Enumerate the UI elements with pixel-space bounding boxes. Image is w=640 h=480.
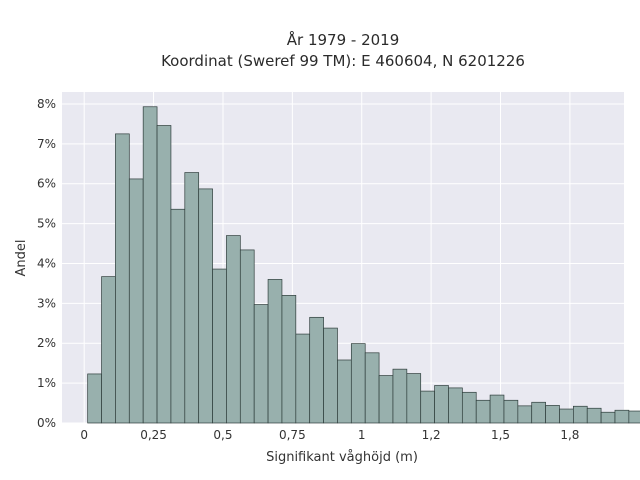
x-tick-label: 0 xyxy=(80,428,88,442)
histogram-bar xyxy=(614,409,630,424)
histogram-bar xyxy=(517,405,533,424)
chart-subtitle: Koordinat (Sweref 99 TM): E 460604, N 62… xyxy=(161,52,525,70)
y-tick-label: 5% xyxy=(37,217,56,231)
x-tick-label: 0,75 xyxy=(279,428,306,442)
histogram-bar xyxy=(531,401,546,424)
x-tick-label: 1,8 xyxy=(560,428,579,442)
histogram-bar xyxy=(198,188,213,424)
histogram-bar xyxy=(337,359,352,424)
x-tick-label: 1,2 xyxy=(422,428,441,442)
y-axis-ticks: 0% 1% 2% 3% 4% 5% 6% 7% 8% xyxy=(37,97,56,430)
y-tick-label: 0% xyxy=(37,416,56,430)
histogram-bar xyxy=(475,399,491,424)
histogram-bar xyxy=(226,235,241,424)
histogram-bar xyxy=(115,133,130,424)
histogram-bar xyxy=(364,352,380,424)
histogram-bar xyxy=(489,394,505,424)
histogram-bar xyxy=(184,172,200,424)
histogram-bars xyxy=(87,106,640,424)
y-tick-label: 3% xyxy=(37,296,56,310)
histogram-bar xyxy=(559,408,574,424)
histogram-bar xyxy=(128,178,144,424)
histogram-bar xyxy=(503,399,519,424)
x-tick-label: 0,5 xyxy=(213,428,232,442)
histogram-bar xyxy=(156,125,172,424)
x-tick-label: 0,25 xyxy=(140,428,167,442)
histogram-bar xyxy=(392,368,408,424)
histogram-bar xyxy=(434,385,449,424)
chart-title: År 1979 - 2019 xyxy=(287,30,400,49)
histogram-bar xyxy=(212,268,227,424)
x-axis-label: Signifikant våghöjd (m) xyxy=(266,450,418,465)
histogram-bar xyxy=(448,387,463,424)
histogram-bar xyxy=(420,390,435,424)
histogram-bar xyxy=(378,375,394,424)
histogram-bar xyxy=(239,249,255,424)
histogram-bar xyxy=(87,373,102,424)
histogram-bar xyxy=(628,410,640,424)
x-tick-label: 1,5 xyxy=(491,428,510,442)
x-axis-ticks: 0 0,25 0,5 0,75 1 1,2 1,5 1,8 xyxy=(80,428,579,442)
histogram-bar xyxy=(267,279,283,424)
y-tick-label: 2% xyxy=(37,336,56,350)
histogram-bar xyxy=(253,304,269,424)
histogram-bar xyxy=(573,405,588,424)
histogram-bar xyxy=(586,407,602,424)
y-tick-label: 6% xyxy=(37,177,56,191)
y-axis-label: Andel xyxy=(14,240,29,277)
y-tick-label: 1% xyxy=(37,376,56,390)
histogram-bar xyxy=(323,327,338,424)
x-tick-label: 1 xyxy=(358,428,366,442)
y-tick-label: 4% xyxy=(37,256,56,270)
y-tick-label: 7% xyxy=(37,137,56,151)
histogram-bar xyxy=(142,106,158,424)
histogram-bar xyxy=(281,295,297,424)
histogram-bar xyxy=(461,391,477,424)
y-tick-label: 8% xyxy=(37,97,56,111)
histogram-bar xyxy=(600,411,616,424)
histogram-bar xyxy=(295,333,311,424)
histogram-bar xyxy=(406,373,422,424)
histogram-bar xyxy=(170,208,186,424)
histogram-bar xyxy=(309,316,324,424)
histogram-bar xyxy=(545,405,560,424)
histogram-bar xyxy=(101,276,116,424)
histogram-bar xyxy=(350,343,366,424)
